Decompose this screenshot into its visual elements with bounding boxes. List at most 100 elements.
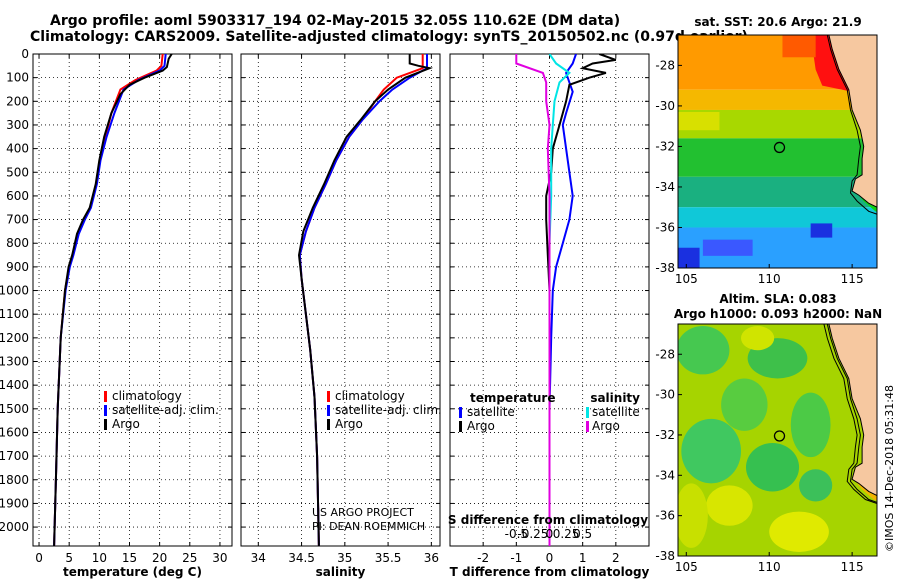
sla-blob (790, 392, 831, 458)
x-tick-label: 36 (424, 551, 439, 565)
legend-swatch (327, 391, 330, 402)
map-y-tick-label: -32 (655, 139, 675, 153)
y-tick-label: 100 (6, 71, 29, 85)
sla-blob (799, 469, 833, 502)
y-tick-label: 300 (6, 118, 29, 132)
x-tick-label: 2 (612, 551, 620, 565)
sla-blob (721, 378, 768, 431)
map-y-tick-label: -32 (655, 428, 675, 442)
map-y-tick-label: -36 (655, 509, 675, 523)
map-frame (677, 34, 878, 269)
pi-credit: PI: DEAN ROEMMICH (312, 520, 425, 533)
y-tick-label: 2000 (0, 520, 29, 534)
map-x-tick-label: 115 (841, 272, 864, 286)
project-credit: US ARGO PROJECT (312, 506, 414, 519)
isobath (826, 35, 877, 215)
series-line-climatology (53, 54, 164, 546)
legend-label: climatology (112, 389, 182, 403)
sla-blob (681, 418, 742, 484)
series-line-satellite-adj-clim- (53, 54, 167, 546)
legend-label: satellite (467, 405, 515, 419)
series-line-satellite-adj-clim- (298, 54, 428, 546)
y-tick-label: 500 (6, 165, 29, 179)
legend-label: Argo (467, 419, 495, 433)
sst-field (678, 35, 877, 268)
sla-blob (741, 326, 775, 351)
difference-panel: -2 -1 0 1 2T difference from climatology -0.5… (448, 53, 650, 579)
map-x-tick-label: 105 (675, 560, 698, 574)
series-line-argo (297, 54, 434, 546)
y-tick-label: 900 (6, 260, 29, 274)
x-tick-label: -2 (477, 551, 489, 565)
x-tick-label: 0 (35, 551, 43, 565)
figure-title-line2: Climatology: CARS2009. Satellite-adjuste… (30, 29, 748, 45)
legend-label: Argo (112, 417, 140, 431)
sst-band (678, 207, 877, 228)
y-tick-label: 1600 (0, 425, 29, 439)
x-tick-label: 10 (92, 551, 107, 565)
series-line-s-argo (515, 54, 551, 546)
argo-float-marker (773, 430, 786, 442)
map-y-tick-label: -34 (655, 180, 675, 194)
legend-label: Argo (335, 417, 363, 431)
x-tick-label: -1 (510, 551, 522, 565)
y-tick-label: 1400 (0, 378, 29, 392)
sla-blob (745, 443, 800, 492)
map-x-tick-label: 115 (841, 560, 864, 574)
y-tick-label: 1200 (0, 331, 29, 345)
x-tick-label: 35.5 (375, 551, 402, 565)
y-tick-label: 600 (6, 189, 29, 203)
map-y-tick-label: -28 (655, 58, 675, 72)
sst-map-title: sat. SST: 20.6 Argo: 21.9 (694, 15, 861, 29)
map-y-tick-label: -30 (655, 388, 675, 402)
y-tick-label: 800 (6, 236, 29, 250)
argo-float-marker (773, 141, 786, 154)
map-y-tick-label: -34 (655, 468, 675, 482)
x-axis-label: salinity (316, 565, 366, 579)
isobath (826, 324, 877, 503)
map-y-tick-label: -30 (655, 99, 675, 113)
land-mass (828, 35, 877, 268)
y-tick-label: 1800 (0, 473, 29, 487)
x-tick-label: 5 (65, 551, 73, 565)
map-y-tick-label: -36 (655, 220, 675, 234)
x-axis-label: T difference from climatology (450, 565, 650, 579)
sla-blob (706, 485, 753, 526)
series-group (53, 54, 173, 546)
plot-frame (240, 53, 441, 547)
legend-label: satellite-adj. clim. (112, 403, 219, 417)
sst-warm-patch (782, 35, 816, 58)
x2-tick-label: -0.25 (517, 527, 548, 541)
map-y-tick-label: -28 (655, 347, 675, 361)
sst-cold-patch (702, 239, 753, 256)
legend-swatch (104, 405, 107, 416)
land-mass (828, 324, 877, 556)
x-tick-label: 30 (212, 551, 227, 565)
x-axis-label: temperature (deg C) (63, 565, 202, 579)
y-tick-label: 1000 (0, 284, 29, 298)
y-tick-label: 200 (6, 94, 29, 108)
legend-swatch (327, 405, 330, 416)
sla-contour (823, 324, 877, 504)
x2-tick-label: 0.5 (573, 527, 592, 541)
x2-axis-label: S difference from climatology (448, 513, 648, 527)
x2-tick-label: -0.5 (505, 527, 528, 541)
legend-swatch (327, 419, 330, 430)
legend-swatch (104, 419, 107, 430)
x-tick-label: 20 (152, 551, 167, 565)
series-group (297, 54, 434, 546)
y-tick-label: 700 (6, 213, 29, 227)
y-tick-label: 1700 (0, 449, 29, 463)
y-tick-label: 1300 (0, 355, 29, 369)
map-y-tick-label: -38 (655, 549, 675, 563)
x2-tick-label: 0.25 (553, 527, 580, 541)
y-tick-label: 400 (6, 142, 29, 156)
sst-cold-patch (678, 247, 700, 268)
x-tick-label: 34.5 (288, 551, 315, 565)
sla-field (678, 324, 877, 556)
legend-label: Argo (592, 419, 620, 433)
x-tick-label: 25 (182, 551, 197, 565)
series-group (515, 54, 617, 546)
plot-frame (32, 53, 233, 547)
